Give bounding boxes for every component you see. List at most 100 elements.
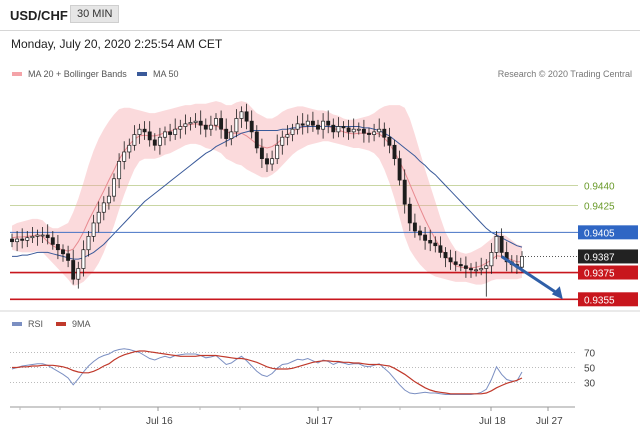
candle-body — [30, 236, 35, 239]
candle-body — [448, 257, 453, 263]
candle-body — [163, 131, 167, 138]
level-price-label: 0.9375 — [584, 269, 615, 280]
candle-body — [224, 128, 229, 139]
legend-bollinger: MA 20 + Bollinger Bands — [12, 69, 127, 79]
candle-body — [494, 236, 499, 253]
candle-body — [86, 236, 91, 251]
bollinger-swatch — [12, 72, 22, 76]
candle-body — [321, 120, 326, 130]
candle-body — [377, 128, 382, 133]
candle-body — [178, 126, 183, 130]
legend-rsi: RSI — [12, 319, 43, 329]
candle-body — [147, 131, 152, 141]
candle-body — [55, 244, 60, 251]
rsi-tick-label: 30 — [584, 379, 596, 390]
candle-body — [127, 144, 132, 153]
legend-ma50: MA 50 — [137, 69, 179, 79]
x-tick-label: Jul 17 — [306, 416, 333, 427]
candle-body — [249, 120, 254, 133]
candle-body — [15, 238, 20, 243]
candle-body — [101, 202, 106, 213]
candle-body — [214, 118, 218, 126]
level-price-box — [578, 249, 638, 264]
candle-body — [229, 131, 234, 139]
timestamp: Monday, July 20, 2020 2:25:54 AM CET — [11, 37, 223, 51]
x-tick-label: Jul 27 — [536, 416, 563, 427]
candle-body — [520, 256, 524, 268]
rsi-ma-line — [12, 350, 523, 395]
candle-body — [372, 131, 377, 135]
level-price-label: 0.9387 — [584, 252, 615, 263]
legend-bollinger-label: MA 20 + Bollinger Bands — [28, 69, 127, 79]
candle-body — [61, 249, 65, 255]
forecast-arrow-shaft — [500, 255, 560, 296]
candle-body — [326, 120, 331, 126]
candle-body — [300, 123, 305, 126]
rsi-line — [11, 348, 523, 395]
candle-body — [40, 234, 45, 237]
candle-body — [66, 253, 71, 261]
candle-body — [96, 211, 101, 224]
timeframe-button[interactable]: 30 MIN — [70, 5, 120, 23]
candle-body — [71, 260, 76, 280]
candle-body — [412, 222, 417, 232]
candle-body — [45, 234, 50, 239]
candle-body — [356, 128, 361, 131]
candle-body — [168, 131, 173, 135]
candle-body — [106, 195, 111, 204]
candle-body — [122, 151, 127, 162]
legend-ma50-label: MA 50 — [153, 69, 179, 79]
candle-body — [484, 265, 489, 269]
candle-body — [112, 178, 116, 197]
candle-body — [351, 128, 356, 133]
candle-body — [402, 179, 407, 205]
candle-body — [397, 158, 402, 181]
level-price-label: 0.9355 — [584, 295, 615, 306]
candle-body — [244, 111, 249, 122]
candle-body — [392, 144, 397, 160]
candle-body — [453, 261, 458, 265]
candle-body — [341, 126, 346, 129]
candle-body — [474, 269, 479, 272]
candle-body — [81, 249, 86, 269]
ma50-line — [12, 126, 523, 260]
candle-body — [270, 158, 275, 165]
candle-body — [275, 144, 280, 160]
chart-header: USD/CHF 30 MIN — [0, 0, 640, 31]
candle-body — [142, 128, 147, 133]
legend-rsi-ma: 9MA — [56, 319, 91, 329]
candle-body — [265, 158, 269, 165]
candle-body — [91, 222, 96, 237]
candle-body — [428, 240, 433, 244]
level-price-box — [578, 292, 638, 307]
candle-body — [183, 123, 188, 127]
candle-body — [117, 160, 122, 180]
candle-body — [152, 139, 157, 146]
candle-body — [489, 252, 494, 267]
credit-text: Research © 2020 Trading Central — [497, 69, 632, 79]
rsi-swatch — [12, 322, 22, 326]
candle-body — [35, 234, 40, 237]
level-price-label: 0.9405 — [584, 228, 615, 239]
candle-body — [407, 203, 412, 224]
candle-body — [305, 120, 310, 126]
candle-body — [361, 128, 366, 134]
rsi-ma-swatch — [56, 322, 66, 326]
candle-body — [208, 124, 213, 130]
level-price-box — [578, 225, 638, 240]
candle-body — [157, 136, 162, 146]
candle-body — [203, 124, 208, 130]
legend-rsi-ma-label: 9MA — [72, 319, 91, 329]
candle-body — [499, 236, 504, 253]
ma20-line — [11, 123, 522, 269]
candle-body — [433, 242, 438, 247]
price-tick-label: 0.9425 — [584, 202, 615, 213]
level-price-box — [578, 265, 638, 280]
candle-body — [423, 234, 428, 241]
candle-body — [285, 134, 290, 138]
x-tick-label: Jul 16 — [146, 416, 173, 427]
candle-body — [280, 136, 285, 146]
candle-body — [234, 118, 239, 133]
candle-body — [173, 128, 178, 135]
